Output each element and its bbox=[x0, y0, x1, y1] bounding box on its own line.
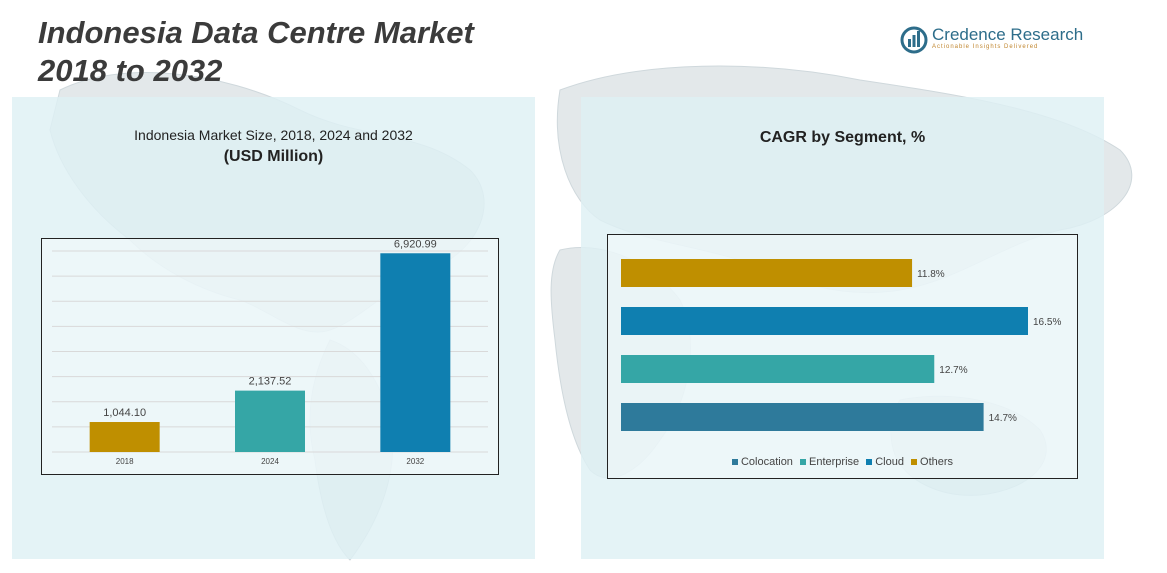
bar-value-label: 11.8% bbox=[917, 269, 945, 280]
bar-2018 bbox=[89, 422, 160, 452]
legend-item-others: Others bbox=[911, 456, 953, 468]
page-title: Indonesia Data Centre Market 2018 to 203… bbox=[38, 14, 474, 90]
x-tick-label: 2018 bbox=[116, 457, 134, 466]
bar-2024 bbox=[235, 390, 305, 452]
legend-label: Others bbox=[920, 456, 954, 468]
legend-swatch bbox=[866, 459, 873, 466]
x-tick-label: 2032 bbox=[406, 457, 424, 466]
bar-value-label: 2,137.52 bbox=[249, 376, 292, 388]
bar-value-label: 14.7% bbox=[989, 413, 1017, 424]
market-size-subtitle: Indonesia Market Size, 2018, 2024 and 20… bbox=[134, 127, 413, 143]
legend-swatch bbox=[800, 459, 806, 466]
cagr-legend: Colocation Enterprise Cloud Others bbox=[608, 456, 1077, 468]
market-size-unit: (USD Million) bbox=[223, 148, 324, 165]
legend-label: Enterprise bbox=[809, 456, 860, 468]
title-line-2: 2018 to 2032 bbox=[38, 53, 223, 88]
bar-value-label: 6,920.99 bbox=[394, 239, 437, 250]
title-line-1: Indonesia Data Centre Market bbox=[38, 15, 474, 50]
market-size-bar-chart: 1,044.10 2018 2,137.52 2024 6,920.99 2032 bbox=[52, 239, 488, 466]
cagr-chart: 11.8% 16.5% 12.7% 14.7% Colocation Enterpri… bbox=[607, 234, 1078, 479]
legend-item-cloud: Cloud bbox=[866, 456, 904, 468]
legend-swatch bbox=[911, 459, 918, 466]
legend-label: Cloud bbox=[875, 456, 904, 468]
logo-tagline: Actionable Insights Delivered bbox=[932, 44, 1039, 50]
bar-value-label: 16.5% bbox=[1033, 317, 1061, 328]
cagr-subtitle: CAGR by Segment, % bbox=[759, 129, 926, 146]
legend-label: Colocation bbox=[740, 456, 793, 468]
bar-colocation bbox=[621, 403, 984, 431]
legend-item-colocation: Colocation bbox=[731, 456, 793, 468]
bar-2032 bbox=[380, 253, 451, 452]
bar-value-label: 12.7% bbox=[939, 365, 967, 376]
bar-enterprise bbox=[621, 355, 935, 383]
credence-research-logo: Credence Research Actionable Insights De… bbox=[900, 24, 1084, 56]
logo-name: Credence Research bbox=[932, 25, 1084, 44]
cagr-bar-chart: 11.8% 16.5% 12.7% 14.7% bbox=[621, 259, 1061, 431]
market-size-chart: 1,044.10 2018 2,137.52 2024 6,920.99 2032 bbox=[41, 238, 499, 475]
bar-chart-circle-icon bbox=[900, 26, 928, 54]
bar-cloud bbox=[621, 307, 1028, 335]
x-tick-label: 2024 bbox=[261, 457, 279, 466]
bar-others bbox=[621, 259, 913, 287]
legend-swatch bbox=[731, 459, 738, 466]
legend-item-enterprise: Enterprise bbox=[800, 456, 859, 468]
bar-value-label: 1,044.10 bbox=[103, 407, 146, 419]
